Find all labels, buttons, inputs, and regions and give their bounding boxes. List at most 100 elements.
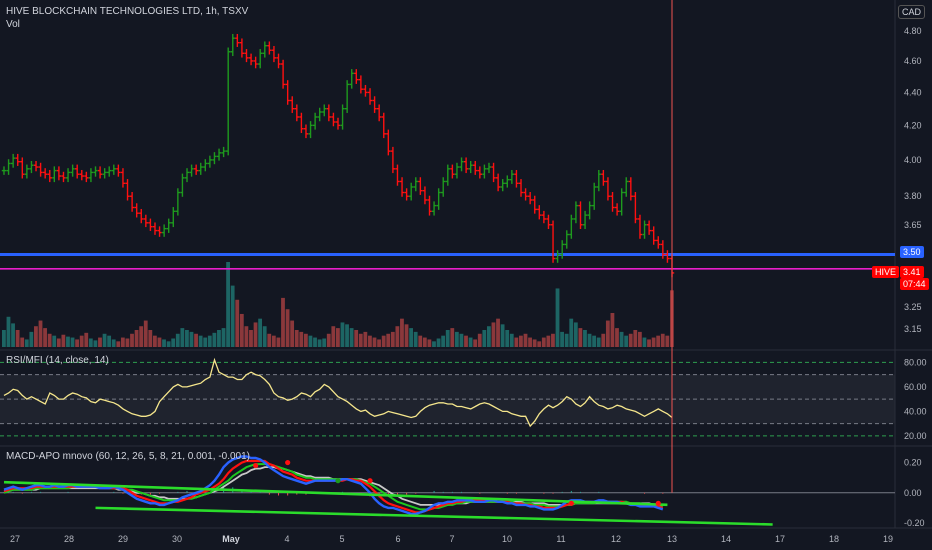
time-tick-label: 5	[339, 534, 344, 544]
time-tick-label: 11	[556, 534, 565, 544]
ohlc-bar	[537, 205, 542, 220]
volume-bar	[107, 335, 112, 347]
volume-bar	[111, 339, 116, 347]
ohlc-bar	[541, 210, 547, 224]
ohlc-bar	[500, 179, 505, 192]
currency-label[interactable]: CAD	[897, 5, 925, 19]
ohlc-bar	[482, 164, 487, 179]
rsi-tick-label: 40.00	[904, 406, 927, 416]
volume-bar	[152, 335, 157, 347]
ohlc-bar	[646, 220, 652, 235]
ohlc-bar	[486, 162, 492, 174]
ohlc-bar	[75, 164, 80, 179]
volume-bar	[514, 337, 519, 347]
volume-bar	[29, 331, 34, 347]
ohlc-bar	[193, 164, 199, 175]
rsi-tick-label: 20.00	[904, 431, 927, 441]
volume-bar	[445, 330, 450, 347]
volume-bar	[551, 333, 555, 347]
macd-tick-label: 0.00	[904, 488, 922, 498]
volume-bar	[340, 322, 345, 347]
ohlc-bar	[431, 201, 437, 216]
ohlc-bar	[468, 161, 473, 174]
volume-bar	[285, 309, 290, 347]
volume-bar	[52, 335, 57, 347]
ohlc-bar	[656, 236, 661, 249]
volume-bar	[587, 333, 592, 347]
time-tick-label: 10	[502, 534, 512, 544]
ohlc-bar	[317, 107, 322, 122]
volume-bar	[171, 338, 176, 347]
ohlc-bar	[6, 159, 11, 175]
volume-bar	[175, 333, 180, 347]
volume-bar	[418, 335, 423, 347]
volume-bar	[70, 337, 75, 347]
ohlc-bar	[38, 162, 43, 177]
ohlc-bar	[564, 230, 569, 249]
volume-bar	[15, 330, 20, 347]
ohlc-bar	[422, 186, 428, 205]
volume-bar	[336, 328, 340, 347]
ohlc-bar	[134, 203, 139, 218]
ohlc-bar	[441, 177, 446, 197]
volume-bar	[519, 335, 523, 347]
ohlc-bar	[578, 201, 583, 230]
ohlc-bar	[619, 188, 624, 216]
ohlc-bar	[152, 222, 158, 235]
volume-bar	[345, 324, 349, 347]
macd-trendline-lower	[95, 506, 773, 526]
ohlc-bar	[532, 195, 537, 214]
ohlc-bar	[148, 218, 153, 231]
macd-tick-label: 0.20	[904, 458, 922, 468]
ohlc-bar	[450, 164, 455, 179]
ohlc-bar	[285, 80, 290, 105]
volume-bar	[249, 330, 253, 347]
ohlc-bar	[47, 169, 52, 183]
ohlc-bar	[280, 59, 286, 89]
volume-bar	[651, 337, 656, 347]
volume-bar	[390, 331, 395, 347]
ohlc-bar	[235, 33, 240, 47]
volume-bar	[93, 340, 98, 347]
ohlc-bar	[15, 153, 20, 166]
ohlc-bar	[84, 171, 89, 183]
volume-bar	[660, 333, 665, 347]
volume-bar	[294, 330, 299, 347]
ohlc-bar	[271, 46, 277, 63]
volume-label: Vol	[6, 19, 20, 30]
ohlc-bar	[184, 168, 190, 183]
volume-bar	[281, 297, 285, 347]
ohlc-bar	[582, 210, 588, 230]
volume-bar	[569, 318, 574, 347]
rsi-tick-label: 80.00	[904, 357, 927, 367]
price-tick-label: 4.40	[904, 87, 922, 97]
price-value-tag: 3.41	[900, 266, 924, 278]
volume-bar	[656, 335, 661, 347]
ohlc-bar	[605, 177, 611, 201]
volume-bar	[66, 336, 70, 347]
ohlc-bar	[65, 168, 71, 183]
volume-bar	[239, 313, 244, 347]
ohlc-bar	[230, 33, 235, 57]
volume-bar	[157, 337, 162, 347]
time-tick-label: 30	[172, 534, 182, 544]
volume-bar	[189, 331, 194, 347]
volume-bar	[555, 288, 560, 347]
ohlc-bar	[107, 166, 112, 177]
ohlc-bar	[381, 112, 386, 139]
volume-bar	[404, 324, 409, 347]
ohlc-bar	[61, 171, 66, 183]
ohlc-bar	[216, 148, 222, 161]
volume-bar	[331, 326, 336, 347]
ohlc-bar	[413, 177, 418, 192]
ohlc-bar	[495, 173, 501, 192]
ohlc-bar	[665, 250, 670, 263]
time-tick-label: 4	[284, 534, 289, 544]
volume-bar	[459, 333, 464, 347]
volume-bar	[180, 328, 185, 347]
ohlc-bar	[473, 161, 478, 175]
time-tick-label: 19	[883, 534, 893, 544]
volume-bar	[61, 334, 66, 347]
volume-bar	[79, 335, 84, 347]
